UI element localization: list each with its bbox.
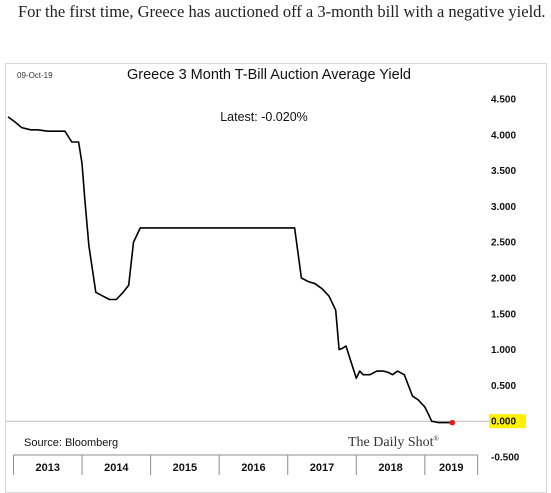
latest-point-dot bbox=[449, 419, 456, 426]
x-tick-label: 2013 bbox=[36, 462, 60, 474]
chart-frame: 09-Oct-19 Greece 3 Month T-Bill Auction … bbox=[5, 63, 547, 493]
brand-name: The Daily Shot bbox=[348, 435, 434, 450]
y-tick-label: 4.500 bbox=[491, 95, 516, 106]
x-tick-label: 2019 bbox=[439, 462, 463, 474]
latest-label: Latest: -0.020% bbox=[220, 110, 308, 124]
x-tick-label: 2017 bbox=[310, 462, 334, 474]
x-tick-label: 2014 bbox=[104, 462, 129, 474]
intro-text: For the first time, Greece has auctioned… bbox=[18, 2, 546, 21]
x-tick-label: 2016 bbox=[241, 462, 265, 474]
y-tick-label: 1.000 bbox=[491, 345, 516, 356]
source-label: Source: Bloomberg bbox=[24, 437, 118, 449]
chart-date-label: 09-Oct-19 bbox=[17, 71, 53, 80]
y-tick-label: 0.000 bbox=[491, 417, 516, 428]
y-tick-label: 2.500 bbox=[491, 238, 516, 249]
yield-series-line bbox=[7, 116, 453, 424]
y-tick-highlight bbox=[489, 414, 526, 429]
y-tick-label: 3.000 bbox=[491, 202, 516, 213]
brand-label: The Daily Shot® bbox=[348, 435, 440, 450]
y-tick-label: 0.500 bbox=[491, 381, 516, 392]
y-tick-label: 1.500 bbox=[491, 309, 516, 320]
x-tick-label: 2018 bbox=[378, 462, 402, 474]
chart-title: Greece 3 Month T-Bill Auction Average Yi… bbox=[127, 67, 411, 83]
axis-layer: 4.500 4.000 3.500 3.000 2.500 2.000 1.500 1.000… bbox=[6, 95, 526, 475]
series-layer bbox=[7, 116, 456, 426]
y-tick-label: 2.000 bbox=[491, 274, 516, 285]
intro-paragraph: For the first time, Greece has auctioned… bbox=[0, 0, 551, 23]
y-tick-label: -0.500 bbox=[491, 453, 520, 464]
brand-mark: ® bbox=[434, 435, 440, 443]
x-tick-label: 2015 bbox=[173, 462, 197, 474]
y-tick-label: 4.000 bbox=[491, 130, 516, 141]
y-tick-label: 3.500 bbox=[491, 166, 516, 177]
yield-chart: 09-Oct-19 Greece 3 Month T-Bill Auction … bbox=[6, 67, 526, 475]
